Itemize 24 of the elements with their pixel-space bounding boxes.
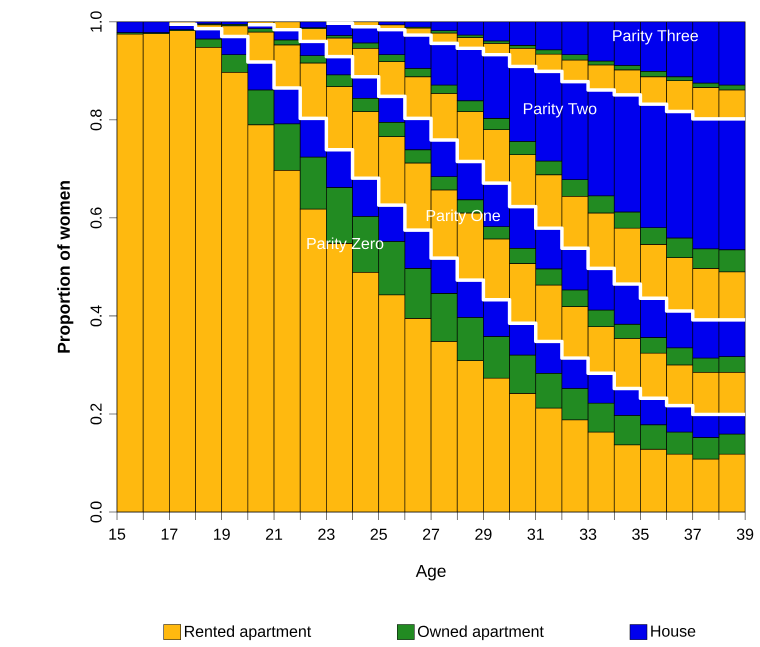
x-tick-label: 39 [736,528,754,540]
y-tick-label: 0.4 [90,305,102,326]
x-tick-label: 33 [580,528,596,540]
x-tick-label: 25 [370,528,387,540]
x-tick-label: 23 [318,528,335,540]
legend-label: Owned apartment [418,625,544,640]
x-tick-label: 31 [527,528,544,540]
y-tick-label: 1.0 [90,11,102,32]
legend-label: Rented apartment [184,625,312,640]
legend-label: House [651,626,696,637]
y-tick-label: 0.8 [90,109,102,130]
x-tick-label: 17 [162,528,178,540]
x-tick-label: 35 [632,528,649,540]
y-tick-label: 0.6 [90,208,102,228]
x-tick-label: 29 [475,528,492,540]
x-axis-title: Age [416,564,446,580]
x-tick-label: 15 [109,528,126,540]
y-axis-title: Proportion of women [57,181,74,353]
y-tick-label: 0.2 [90,404,102,424]
x-tick-label: 37 [684,528,701,540]
x-tick-label: 27 [422,528,440,540]
y-tick-label: 0.0 [90,502,102,522]
x-tick-label: 21 [266,528,282,540]
x-tick-label: 19 [214,528,230,540]
